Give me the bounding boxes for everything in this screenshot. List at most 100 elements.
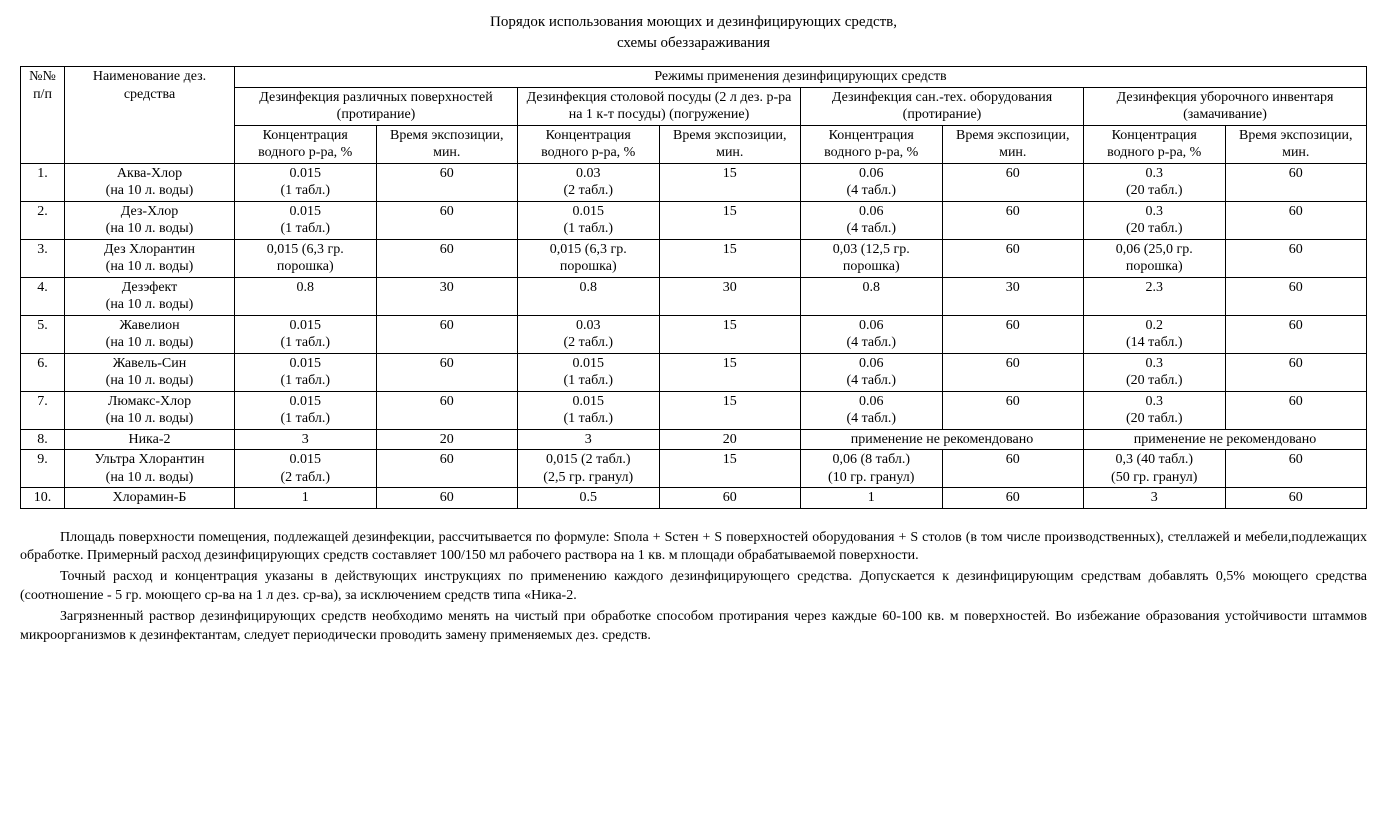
cell-conc-1: 0.8 [235,277,377,315]
cell-time-3: 30 [942,277,1084,315]
cell-name: Аква-Хлор(на 10 л. воды) [65,163,235,201]
cell-time-2: 15 [659,201,801,239]
cell-name: Дез-Хлор(на 10 л. воды) [65,201,235,239]
note-paragraph-3: Загрязненный раствор дезинфицирующих сре… [20,608,1367,646]
header-time-4: Время экспозиции, мин. [1225,125,1367,163]
cell-conc-3: 0.06(4 табл.) [801,391,943,429]
cell-name: Люмакс-Хлор(на 10 л. воды) [65,391,235,429]
table-body: 1.Аква-Хлор(на 10 л. воды)0.015(1 табл.)… [21,163,1367,508]
cell-conc-1: 0.015(1 табл.) [235,391,377,429]
cell-conc-1: 0,015 (6,3 гр.порошка) [235,239,377,277]
cell-num: 2. [21,201,65,239]
cell-conc-1: 0.015(1 табл.) [235,201,377,239]
cell-time-1: 60 [376,315,518,353]
cell-conc-2: 0.015(1 табл.) [518,353,660,391]
cell-name: Ника-2 [65,429,235,450]
table-row: 6.Жавель-Син(на 10 л. воды)0.015(1 табл.… [21,353,1367,391]
page-title-line2: схемы обеззараживания [20,35,1367,52]
cell-name: Дез Хлорантин(на 10 л. воды) [65,239,235,277]
cell-time-2: 15 [659,353,801,391]
cell-num: 1. [21,163,65,201]
cell-time-4: 60 [1225,201,1367,239]
cell-conc-3: 0.06(4 табл.) [801,353,943,391]
header-group-2: Дезинфекция столовой посуды (2 л дез. р-… [518,87,801,125]
note-paragraph-2: Точный расход и концентрация указаны в д… [20,568,1367,606]
cell-name: Ультра Хлорантин(на 10 л. воды) [65,450,235,488]
table-row: 3.Дез Хлорантин(на 10 л. воды)0,015 (6,3… [21,239,1367,277]
cell-conc-3: 0.06(4 табл.) [801,315,943,353]
cell-time-4: 60 [1225,391,1367,429]
cell-num: 9. [21,450,65,488]
cell-conc-3: 1 [801,488,943,509]
cell-time-2: 30 [659,277,801,315]
cell-num: 8. [21,429,65,450]
cell-conc-3: 0.06(4 табл.) [801,201,943,239]
header-conc-3: Концентрация водного р-ра, % [801,125,943,163]
cell-conc-2: 0.8 [518,277,660,315]
cell-time-4: 60 [1225,450,1367,488]
cell-time-3: 60 [942,239,1084,277]
cell-time-1: 60 [376,201,518,239]
table-row: 10.Хлорамин-Б1600.560160360 [21,488,1367,509]
cell-conc-1: 0.015(1 табл.) [235,353,377,391]
cell-num: 7. [21,391,65,429]
cell-time-4: 60 [1225,277,1367,315]
cell-num: 5. [21,315,65,353]
cell-time-4: 60 [1225,163,1367,201]
table-row: 2.Дез-Хлор(на 10 л. воды)0.015(1 табл.)6… [21,201,1367,239]
cell-time-1: 60 [376,163,518,201]
cell-time-3: 60 [942,488,1084,509]
table-row: 9.Ультра Хлорантин(на 10 л. воды)0.015(2… [21,450,1367,488]
cell-time-1: 60 [376,353,518,391]
cell-conc-2: 0,015 (6,3 гр.порошка) [518,239,660,277]
cell-merged-4: применение не рекомендовано [1084,429,1367,450]
cell-conc-4: 0.3(20 табл.) [1084,163,1226,201]
cell-conc-4: 0.3(20 табл.) [1084,201,1226,239]
cell-conc-2: 0.03(2 табл.) [518,315,660,353]
cell-conc-4: 0.2(14 табл.) [1084,315,1226,353]
header-group-3: Дезинфекция сан.-тех. оборудования (прот… [801,87,1084,125]
disinfectants-table: №№ п/п Наименование дез. средства Режимы… [20,66,1367,509]
table-row: 1.Аква-Хлор(на 10 л. воды)0.015(1 табл.)… [21,163,1367,201]
cell-num: 10. [21,488,65,509]
cell-conc-3: 0.06(4 табл.) [801,163,943,201]
cell-time-3: 60 [942,450,1084,488]
cell-conc-2: 0.015(1 табл.) [518,391,660,429]
cell-conc-1: 1 [235,488,377,509]
cell-conc-4: 0.3(20 табл.) [1084,353,1226,391]
cell-time-2: 20 [659,429,801,450]
cell-time-4: 60 [1225,315,1367,353]
header-time-3: Время экспозиции, мин. [942,125,1084,163]
cell-time-1: 60 [376,488,518,509]
cell-time-2: 15 [659,450,801,488]
header-group-1: Дезинфекция различных поверхностей (прот… [235,87,518,125]
cell-name: Хлорамин-Б [65,488,235,509]
cell-time-3: 60 [942,391,1084,429]
cell-time-1: 60 [376,239,518,277]
header-num: №№ п/п [21,67,65,164]
cell-merged-3: применение не рекомендовано [801,429,1084,450]
cell-conc-3: 0,06 (8 табл.)(10 гр. гранул) [801,450,943,488]
page-title-line1: Порядок использования моющих и дезинфици… [20,14,1367,31]
table-row: 8.Ника-2320320применение не рекомендован… [21,429,1367,450]
cell-conc-2: 3 [518,429,660,450]
table-row: 5.Жавелион(на 10 л. воды)0.015(1 табл.)6… [21,315,1367,353]
cell-name: Жавелион(на 10 л. воды) [65,315,235,353]
cell-num: 4. [21,277,65,315]
cell-time-1: 30 [376,277,518,315]
header-conc-1: Концентрация водного р-ра, % [235,125,377,163]
header-conc-4: Концентрация водного р-ра, % [1084,125,1226,163]
cell-conc-4: 3 [1084,488,1226,509]
cell-time-3: 60 [942,201,1084,239]
cell-time-2: 60 [659,488,801,509]
cell-conc-4: 2.3 [1084,277,1226,315]
notes-block: Площадь поверхности помещения, подлежаще… [20,529,1367,646]
cell-time-4: 60 [1225,353,1367,391]
cell-time-3: 60 [942,353,1084,391]
cell-time-3: 60 [942,163,1084,201]
header-time-1: Время экспозиции, мин. [376,125,518,163]
cell-conc-3: 0,03 (12,5 гр.порошка) [801,239,943,277]
cell-name: Жавель-Син(на 10 л. воды) [65,353,235,391]
cell-conc-1: 0.015(2 табл.) [235,450,377,488]
header-time-2: Время экспозиции, мин. [659,125,801,163]
